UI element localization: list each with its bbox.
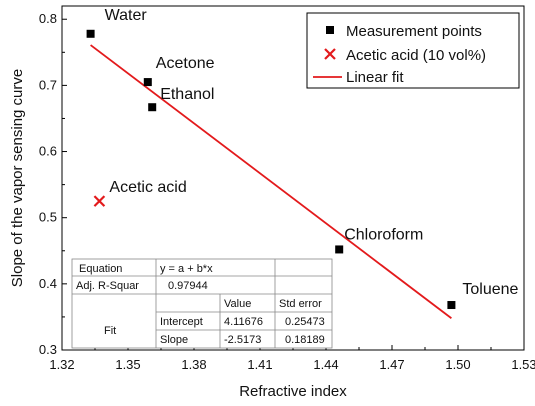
table-adjr-label: Adj. R-Squar [76,280,139,292]
legend-label-acetic: Acetic acid (10 vol%) [346,47,486,64]
measurement-points-layer [86,29,456,310]
point-annotation: Acetic acid [109,179,186,196]
x-axis-ticks: 1.32 1.35 1.38 1.41 1.44 1.47 1.50 1.53 [49,345,535,372]
legend-x-marker [324,48,336,60]
point-annotation: Ethanol [160,86,214,103]
y-tick-label: 0.7 [39,77,57,92]
x-axis-title: Refractive index [239,383,347,400]
legend-box [306,12,520,89]
x-tick-label: 1.38 [181,357,206,372]
x-tick-label: 1.32 [49,357,74,372]
y-tick-label: 0.5 [39,210,57,225]
linear-fit-layer [90,44,452,319]
x-tick-label: 1.41 [247,357,272,372]
point-annotation: Water [105,7,148,24]
table-adjr-value: 0.97944 [168,280,208,292]
point-annotation: Chloroform [344,226,423,243]
data-point-x [93,195,106,207]
x-tick-label: 1.53 [511,357,535,372]
x-tick-label: 1.35 [115,357,140,372]
table-stderr-header: Std error [279,298,322,310]
x-tick-label: 1.44 [313,357,338,372]
legend: Measurement points Acetic acid (10 vol%)… [306,12,520,89]
table-slope-label: Slope [160,334,188,346]
y-tick-label: 0.8 [39,11,57,26]
data-point-square [86,29,95,38]
fit-table: Equation y = a + b*x Adj. R-Squar 0.9794… [71,258,333,349]
table-equation-value: y = a + b*x [160,263,213,275]
point-annotation: Toluene [462,281,518,298]
data-point-square [447,301,456,310]
x-tick-label: 1.50 [445,357,470,372]
legend-square-marker [326,26,334,34]
table-intercept-label: Intercept [160,316,203,328]
table-fit-label: Fit [104,325,116,337]
linear-fit-line [90,44,452,319]
data-point-square [143,78,152,87]
table-equation-label: Equation [79,263,122,275]
data-point-square [335,245,344,254]
table-value-header: Value [224,298,251,310]
point-annotation: Acetone [156,55,215,72]
table-intercept-value: 4.11676 [224,316,263,328]
y-tick-label: 0.4 [39,276,57,291]
table-slope-stderr: 0.18189 [285,334,325,346]
y-axis-ticks: 0.3 0.4 0.5 0.6 0.7 0.8 [39,11,67,357]
y-tick-label: 0.3 [39,342,57,357]
table-intercept-stderr: 0.25473 [285,316,325,328]
legend-label-measurement: Measurement points [346,23,482,40]
y-tick-label: 0.6 [39,144,57,159]
legend-label-fit: Linear fit [346,69,404,86]
data-point-square [148,103,157,112]
table-slope-value: -2.5173 [224,334,261,346]
y-axis-title: Slope of the vapor sensing curve [9,69,26,287]
x-tick-label: 1.47 [379,357,404,372]
point-annotations-layer: Water Acetone Ethanol Chloroform Toluene Acet… [105,7,519,298]
